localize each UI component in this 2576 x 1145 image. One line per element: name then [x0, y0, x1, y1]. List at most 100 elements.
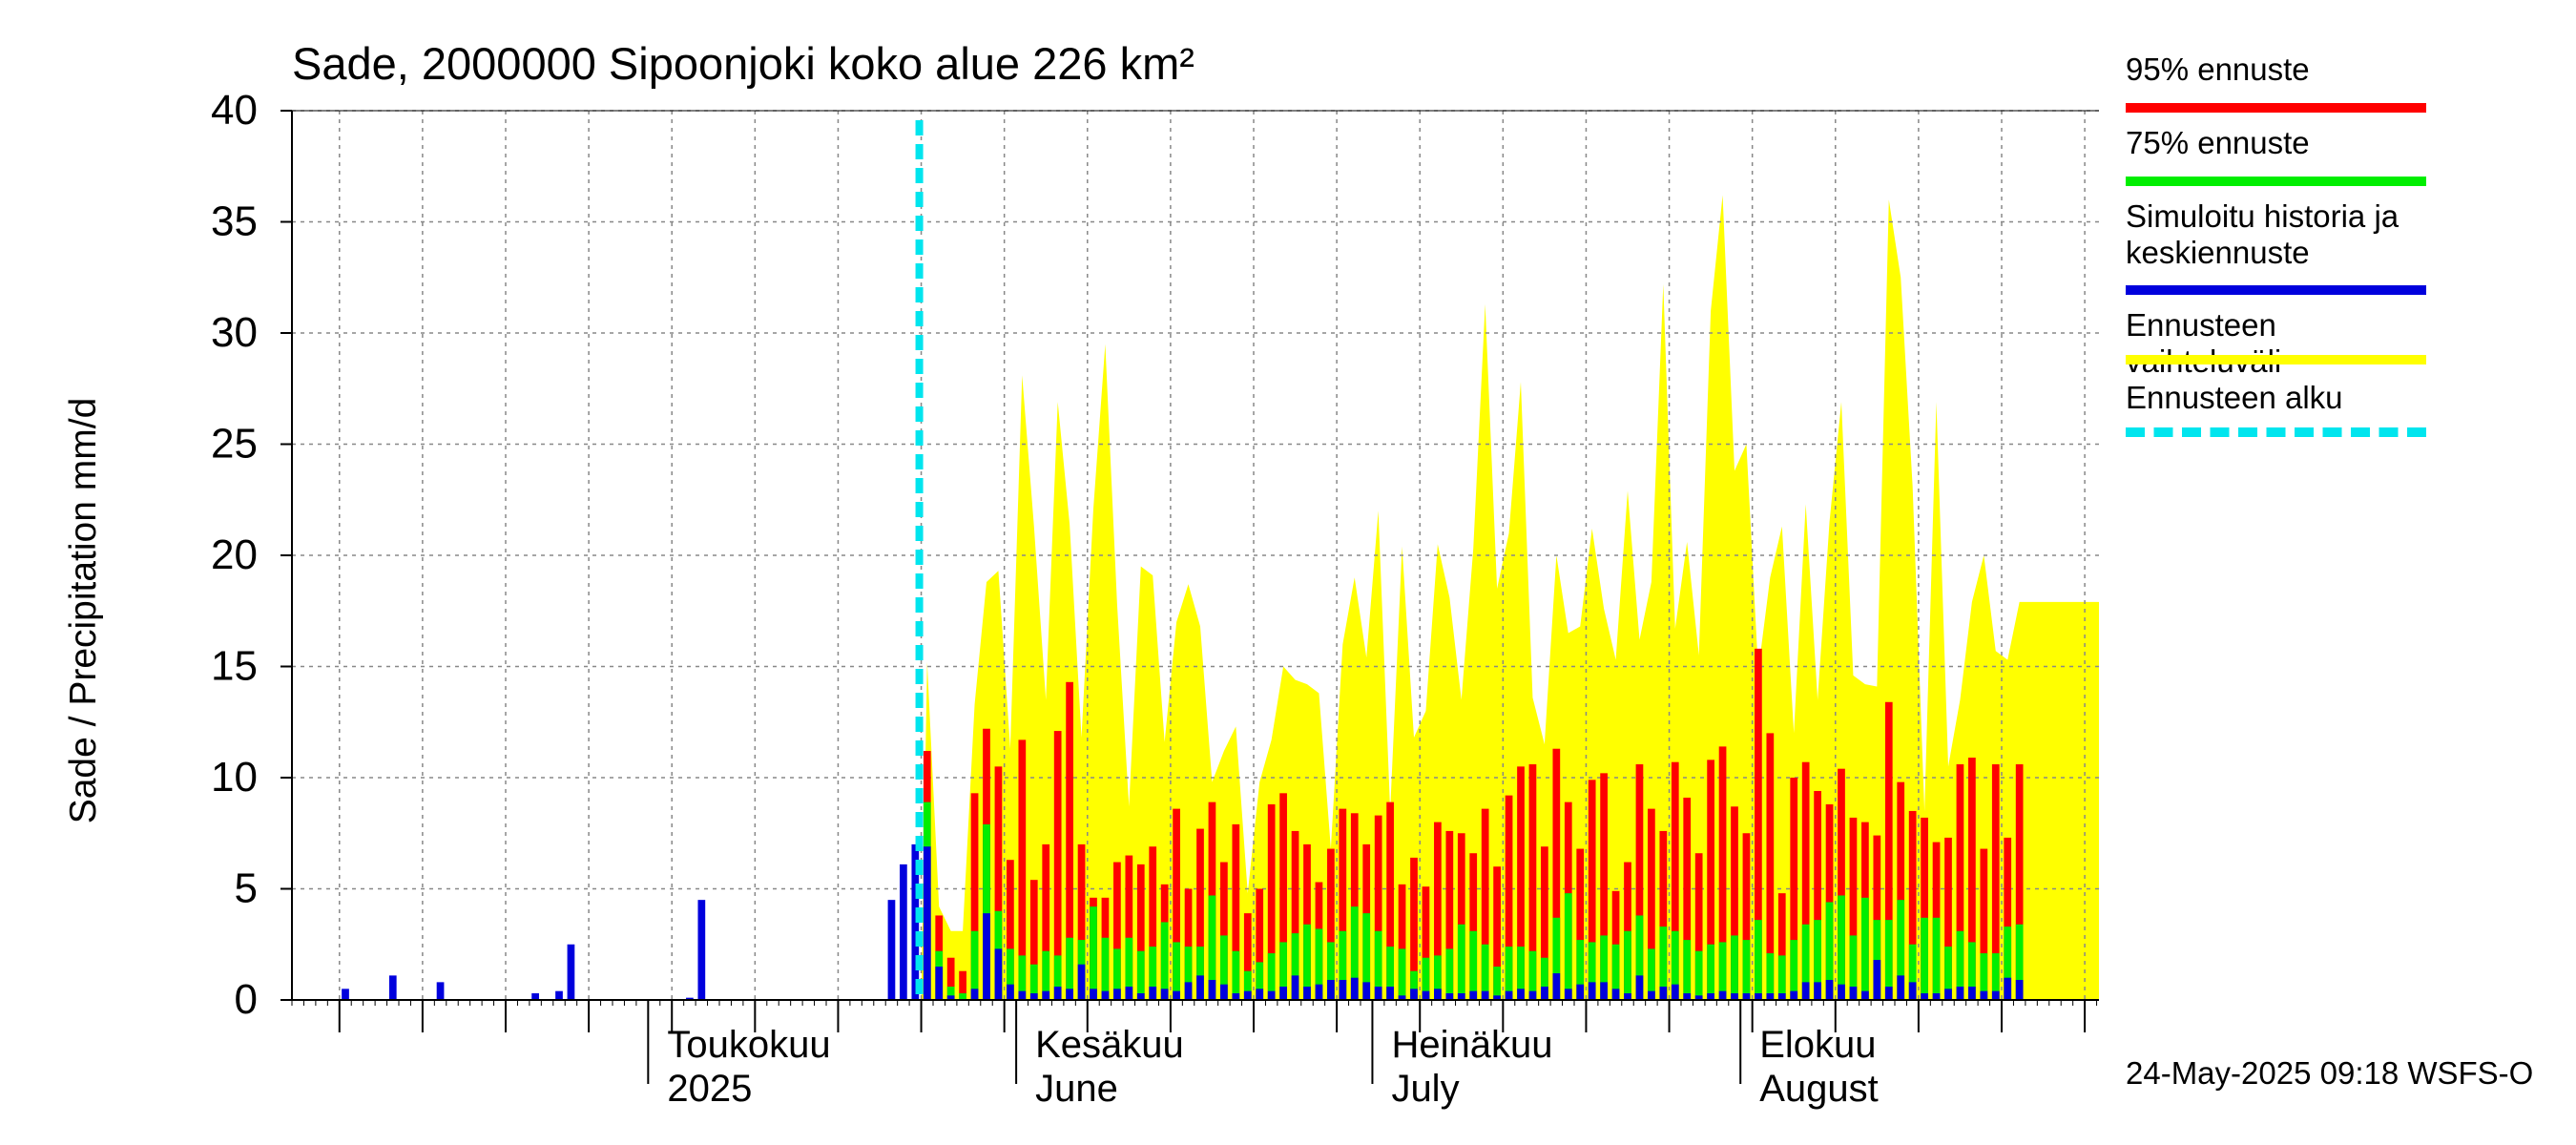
forecast-median-bar	[983, 913, 990, 1000]
forecast-median-bar	[1018, 990, 1027, 1000]
history-bar	[531, 993, 539, 1000]
forecast-75-bar	[1718, 942, 1727, 1000]
forecast-75-bar	[1149, 947, 1157, 1000]
forecast-75-bar	[946, 987, 955, 1000]
forecast-75-bar	[1279, 942, 1287, 1000]
forecast-median-bar	[1932, 993, 1941, 1000]
y-tick-label: 40	[211, 87, 258, 134]
x-month-label-en: June	[1035, 1068, 1118, 1110]
forecast-median-bar	[923, 846, 931, 1000]
forecast-95-bar	[1694, 853, 1703, 1000]
forecast-median-bar	[1707, 993, 1714, 1000]
forecast-median-bar	[1149, 987, 1157, 1000]
forecast-median-bar	[1090, 989, 1097, 1000]
forecast-95-bar	[1766, 733, 1775, 1000]
forecast-95-bar	[1327, 848, 1335, 1000]
forecast-median-bar	[1136, 993, 1145, 1000]
forecast-median-bar	[1897, 975, 1905, 1000]
forecast-95-bar	[1588, 780, 1596, 1000]
forecast-median-bar	[1196, 975, 1204, 1000]
x-month-label-fi: Kesäkuu	[1035, 1024, 1184, 1066]
forecast-95-bar	[1683, 797, 1692, 1000]
forecast-75-bar	[1611, 944, 1620, 1000]
forecast-75-bar	[1600, 935, 1608, 1000]
forecast-median-bar	[1517, 989, 1525, 1000]
forecast-95-bar	[1873, 835, 1881, 1000]
forecast-95-bar	[1445, 830, 1454, 1000]
forecast-median-bar	[1659, 987, 1668, 1000]
forecast-95-bar	[1849, 817, 1858, 1000]
forecast-median-bar	[1528, 990, 1537, 1000]
forecast-median-bar	[1007, 984, 1014, 1000]
forecast-median-bar	[1790, 990, 1798, 1000]
forecast-75-bar	[1315, 928, 1323, 1000]
forecast-95-bar	[1838, 768, 1845, 1000]
forecast-median-bar	[1683, 993, 1692, 1000]
forecast-95-bar	[1339, 808, 1347, 1000]
forecast-95-bar	[1541, 846, 1548, 1000]
forecast-95-bar	[1718, 746, 1727, 1000]
forecast-75-bar	[1849, 935, 1858, 1000]
forecast-95-bar	[1469, 853, 1478, 1000]
forecast-95-bar	[1113, 862, 1121, 1000]
forecast-median-bar	[1481, 990, 1489, 1000]
forecast-median-bar	[994, 948, 1003, 1000]
forecast-median-bar	[1991, 990, 2000, 1000]
forecast-median-bar	[1220, 984, 1228, 1000]
forecast-75-bar	[1029, 964, 1038, 1000]
forecast-median-bar	[1469, 990, 1478, 1000]
legend-swatch-yellow	[2126, 355, 2426, 364]
forecast-median-bar	[1184, 982, 1193, 1000]
forecast-median-bar	[1066, 989, 1073, 1000]
forecast-median-bar	[1849, 987, 1858, 1000]
forecast-95-bar	[1659, 830, 1668, 1000]
grid-layer	[292, 110, 2099, 1001]
forecast-median-bar	[1434, 989, 1442, 1000]
footer-timestamp: 24-May-2025 09:18 WSFS-O	[2126, 1055, 2534, 1091]
forecast-95-bar	[1042, 843, 1050, 1000]
forecast-75-bar	[2015, 924, 2024, 1000]
forecast-75-bar	[1777, 955, 1786, 1000]
forecast-median-bar	[1374, 987, 1382, 1000]
x-month-label-fi: Elokuu	[1759, 1024, 1876, 1066]
forecast-95-bar	[2015, 764, 2024, 1000]
forecast-95-bar	[1742, 833, 1751, 1000]
legend-item-forecast-start: Ennusteen alku	[2126, 380, 2431, 437]
history-bar	[555, 990, 563, 1000]
forecast-75-bar	[1007, 948, 1014, 1000]
forecast-95-bar	[1184, 888, 1193, 1000]
forecast-median-bar	[1291, 975, 1299, 1000]
legend-swatch-red	[2126, 103, 2426, 113]
forecast-75-bar	[1136, 950, 1145, 1000]
forecast-75-bar	[1493, 967, 1501, 1000]
forecast-75-bar	[1410, 970, 1418, 1000]
forecast-95-bar	[1410, 857, 1418, 1000]
forecast-median-bar	[1327, 980, 1335, 1000]
x-month-label-fi: Toukokuu	[667, 1024, 830, 1066]
y-tick-label: 10	[211, 754, 258, 801]
forecast-75-bar	[2004, 926, 2012, 1000]
y-tick-label: 35	[211, 198, 258, 245]
forecast-75-bar	[1101, 937, 1110, 1000]
forecast-median-bar	[1077, 964, 1086, 1000]
forecast-median-bar	[1742, 993, 1751, 1000]
forecast-median-bar	[1694, 995, 1703, 1000]
forecast-median-bar	[1256, 989, 1264, 1000]
forecast-median-bar	[1755, 993, 1762, 1000]
forecast-75-bar	[1683, 940, 1692, 1000]
y-axis-label: Sade / Precipitation mm/d	[63, 398, 104, 824]
axes-layer: 0510152025303540Toukokuu2025KesäkuuJuneH…	[211, 87, 2099, 1110]
y-tick-label: 30	[211, 309, 258, 356]
forecast-median-bar	[1635, 975, 1644, 1000]
forecast-75-bar	[1267, 953, 1276, 1000]
forecast-median-bar	[1362, 982, 1371, 1000]
legend-swatch-blue	[2126, 285, 2426, 295]
forecast-95-bar	[1908, 810, 1917, 1000]
x-month-label-en: 2025	[667, 1068, 752, 1110]
forecast-75-bar	[1339, 930, 1347, 1000]
forecast-median-bar	[946, 995, 955, 1000]
forecast-median-bar	[1173, 990, 1180, 1000]
forecast-median-bar	[1315, 984, 1323, 1000]
forecast-75-bar	[1422, 957, 1430, 1000]
legend-item-median: Simuloitu historia ja keskiennuste	[2126, 198, 2431, 295]
